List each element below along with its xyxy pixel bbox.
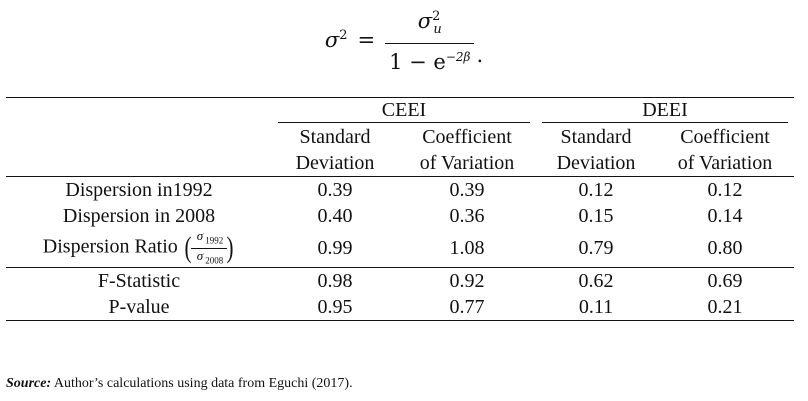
table-cell: 0.69 — [656, 267, 794, 295]
group-ceei-label: CEEI — [278, 99, 530, 123]
denominator-base: 1 − e — [389, 50, 446, 75]
ratio-fraction: ( σ 1992 σ 2008 ) — [183, 229, 235, 267]
ratio-denominator: σ 2008 — [193, 247, 225, 268]
ratio-num-symbol: σ — [196, 228, 204, 243]
table-cell: 0.15 — [578, 204, 614, 227]
sub-header-cell: Standard — [299, 126, 371, 148]
dispersion-table: CEEI DEEI Standard Coefficient Standard … — [6, 97, 794, 322]
header-blank-cell — [6, 97, 272, 124]
fraction-numerator: σ2u — [412, 6, 448, 43]
row-label: Dispersion in 2008 — [62, 204, 216, 227]
table-cell: 0.39 — [272, 176, 398, 203]
header-blank-cell — [6, 124, 272, 150]
sub-header-row-2: Deviation of Variation Deviation of Vari… — [6, 150, 794, 177]
equation-period: . — [476, 43, 484, 68]
ratio-num-sub: 1992 — [205, 235, 224, 246]
table-cell: 0.80 — [707, 236, 743, 259]
table-cell: 0.62 — [536, 267, 656, 295]
table-cell: 0.14 — [707, 204, 743, 227]
equation-fraction: σ2u 1 − e−2β — [385, 6, 475, 73]
table-cell: 0.11 — [536, 294, 656, 322]
table-cell: 0.21 — [656, 294, 794, 322]
source-text: Author’s calculations using data from Eg… — [51, 376, 353, 391]
group-header-deei: DEEI — [536, 97, 794, 124]
ratio-den-symbol: σ — [196, 247, 204, 263]
table-cell: 1.08 — [449, 236, 485, 259]
equation-lhs: σ2 — [325, 28, 348, 52]
sub-header-cell: of Variation — [677, 152, 773, 174]
table-cell: 0.12 — [536, 176, 656, 203]
ratio-bar — [190, 247, 228, 249]
table-row: Dispersion in 2008 0.40 0.36 0.15 0.14 — [6, 203, 794, 229]
table-cell: 0.98 — [272, 267, 398, 295]
numerator-subscript: u — [433, 22, 442, 38]
numerator-power: 2 — [432, 9, 441, 24]
table-row: F-Statistic 0.98 0.92 0.62 0.69 — [6, 267, 794, 295]
table-cell: 0.79 — [578, 236, 614, 259]
group-deei-label: DEEI — [542, 99, 788, 123]
table-row: Dispersion in1992 0.39 0.39 0.12 0.12 — [6, 176, 794, 203]
table-row: Dispersion Ratio ( σ 1992 σ 2008 ) 0.99 1.… — [6, 229, 794, 268]
variance-equation: σ2 = σ2u 1 − e−2β . — [0, 6, 808, 73]
table-cell: 0.95 — [272, 294, 398, 322]
left-paren: ( — [184, 231, 192, 265]
ratio-numerator: σ 1992 — [193, 229, 225, 248]
table-cell: 0.99 — [317, 236, 353, 259]
table-cell: 0.12 — [656, 176, 794, 203]
ratio-mini-fraction: σ 1992 σ 2008 — [190, 229, 228, 268]
ratio-den-sub: 2008 — [205, 255, 224, 266]
group-header-ceei: CEEI — [272, 97, 536, 124]
group-header-row: CEEI DEEI — [6, 97, 794, 124]
numerator-symbol: σ — [417, 9, 433, 33]
sub-header-cell: Standard — [560, 126, 632, 148]
table-row: P-value 0.95 0.77 0.11 0.21 — [6, 294, 794, 322]
row-label-ratio: Dispersion Ratio ( σ 1992 σ 2008 ) — [6, 229, 272, 268]
table-cell: 0.92 — [398, 267, 536, 295]
equals-sign: = — [357, 27, 376, 52]
denominator-power: −2β — [445, 50, 471, 65]
table-cell: 0.40 — [317, 204, 353, 227]
sub-header-cell: Deviation — [295, 152, 375, 174]
table-cell: 0.36 — [449, 204, 485, 227]
header-blank-cell — [6, 150, 272, 177]
row-label: P-value — [6, 294, 272, 322]
sub-header-cell: of Variation — [419, 152, 515, 174]
row-label: F-Statistic — [6, 267, 272, 295]
fraction-bar — [385, 43, 475, 45]
source-label: Source: — [6, 376, 52, 391]
lhs-power: 2 — [339, 27, 348, 43]
sub-header-cell: Coefficient — [680, 126, 770, 148]
sub-header-row-1: Standard Coefficient Standard Coefficien… — [6, 124, 794, 150]
sub-header-cell: Deviation — [556, 152, 636, 174]
table-cell: 0.39 — [398, 176, 536, 203]
source-note: Source: Author’s calculations using data… — [6, 376, 353, 392]
row-label: Dispersion Ratio — [42, 235, 178, 258]
table-cell: 0.77 — [398, 294, 536, 322]
sub-header-cell: Coefficient — [422, 126, 512, 148]
lhs-symbol: σ — [324, 27, 340, 52]
row-label: Dispersion in1992 — [6, 176, 272, 203]
right-paren: ) — [226, 231, 234, 265]
fraction-denominator: 1 − e−2β — [385, 44, 474, 73]
